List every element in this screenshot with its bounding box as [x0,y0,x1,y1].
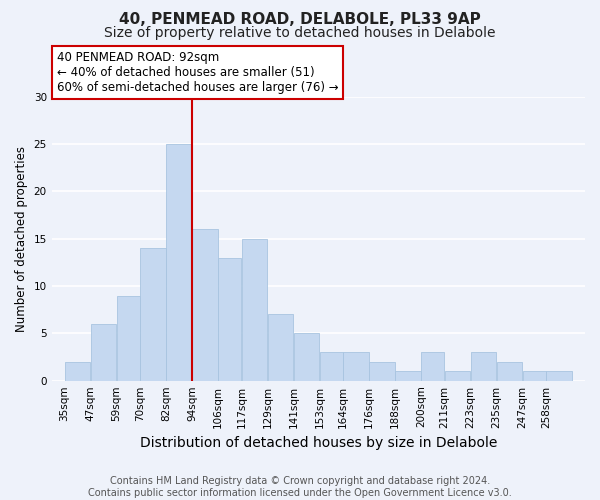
Bar [218,258,241,380]
Bar [445,371,470,380]
Bar [370,362,395,380]
Bar [523,371,546,380]
Bar [91,324,116,380]
Bar [547,371,572,380]
Bar [192,230,218,380]
Bar [242,239,268,380]
Bar [140,248,166,380]
Bar [65,362,90,380]
Bar [320,352,343,380]
Text: 40, PENMEAD ROAD, DELABOLE, PL33 9AP: 40, PENMEAD ROAD, DELABOLE, PL33 9AP [119,12,481,28]
Bar [421,352,445,380]
X-axis label: Distribution of detached houses by size in Delabole: Distribution of detached houses by size … [140,436,497,450]
Text: Size of property relative to detached houses in Delabole: Size of property relative to detached ho… [104,26,496,40]
Y-axis label: Number of detached properties: Number of detached properties [15,146,28,332]
Bar [294,334,319,380]
Text: Contains HM Land Registry data © Crown copyright and database right 2024.
Contai: Contains HM Land Registry data © Crown c… [88,476,512,498]
Bar [395,371,421,380]
Text: 40 PENMEAD ROAD: 92sqm
← 40% of detached houses are smaller (51)
60% of semi-det: 40 PENMEAD ROAD: 92sqm ← 40% of detached… [57,51,338,94]
Bar [497,362,522,380]
Bar [268,314,293,380]
Bar [166,144,192,380]
Bar [471,352,496,380]
Bar [116,296,140,380]
Bar [343,352,369,380]
